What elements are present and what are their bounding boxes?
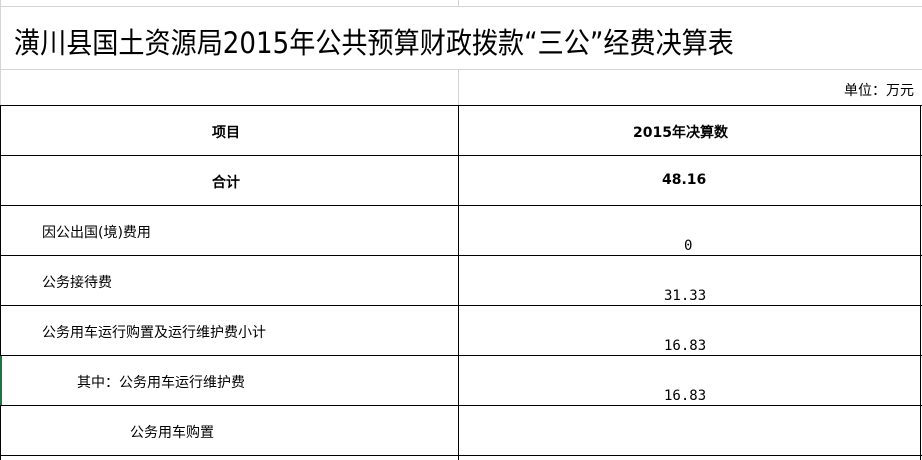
selection-indicator xyxy=(0,356,2,405)
header-item: 项目 xyxy=(212,125,240,141)
row-label[interactable]: 公务接待费 xyxy=(42,275,112,291)
total-value: 48.16 xyxy=(662,172,707,188)
header-value: 2015年决算数 xyxy=(633,125,728,141)
row-value[interactable]: 31.33 xyxy=(664,288,707,304)
row-value[interactable]: 16.83 xyxy=(664,388,707,404)
row-label[interactable]: 其中：公务用车运行维护费 xyxy=(77,375,245,391)
unit-label: 单位：万元 xyxy=(844,83,914,99)
row-label[interactable]: 公务用车运行购置及运行维护费小计 xyxy=(42,325,266,341)
page-title: 潢川县国土资源局2015年公共预算财政拨款“三公”经费决算表 xyxy=(14,26,734,60)
row-label[interactable]: 因公出国(境)费用 xyxy=(42,225,151,241)
total-label: 合计 xyxy=(212,175,240,191)
row-label[interactable]: 公务用车购置 xyxy=(130,425,214,441)
row-value[interactable]: 0 xyxy=(684,238,693,254)
row-value[interactable]: 16.83 xyxy=(664,338,707,354)
